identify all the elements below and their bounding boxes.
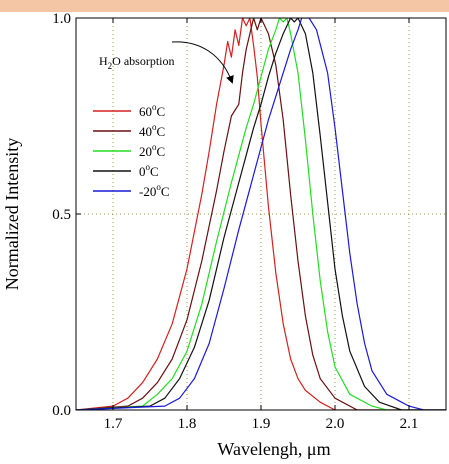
series-layer (76, 18, 446, 410)
y-axis-label: Normalized Intensity (2, 138, 22, 290)
legend-label: 0oC (139, 162, 159, 179)
series-line-0 (76, 18, 446, 410)
x-tick-label: 1.8 (178, 416, 197, 432)
tick-labels: 1.7 1.8 1.9 2.0 2.1 0.0 0.5 1.0 (52, 11, 418, 432)
legend-label: 40oC (139, 122, 165, 139)
legend: 60oC 40oC 20oC 0oC -20oC (93, 102, 170, 199)
legend-label: 60oC (139, 102, 165, 119)
series-line-1 (76, 18, 446, 410)
series-line-2 (76, 18, 446, 410)
x-tick-label: 2.0 (326, 416, 345, 432)
legend-item-0: 60oC (93, 102, 165, 119)
y-tick-label: 0.0 (52, 403, 71, 419)
series-line-3 (76, 18, 446, 410)
axis-ticks (76, 17, 410, 411)
x-axis-label: Wavelengh, μm (217, 439, 330, 459)
grid-lines (76, 18, 446, 410)
legend-item-3: 0oC (93, 162, 159, 179)
h2o-absorption-annotation: H2O absorption (99, 41, 234, 84)
series-line-4 (76, 18, 446, 410)
legend-label: -20oC (139, 182, 170, 199)
annotation-arrow (171, 41, 234, 84)
y-tick-label: 1.0 (52, 11, 71, 27)
legend-item-2: 20oC (93, 142, 165, 159)
annotation-text: H2O absorption (99, 54, 175, 71)
y-tick-label: 0.5 (52, 207, 71, 223)
x-tick-label: 2.1 (400, 416, 419, 432)
legend-label: 20oC (139, 142, 165, 159)
x-tick-label: 1.7 (104, 416, 123, 432)
x-tick-label: 1.9 (252, 416, 271, 432)
top-color-strip (0, 0, 449, 12)
legend-item-4: -20oC (93, 182, 170, 199)
legend-item-1: 40oC (93, 122, 165, 139)
